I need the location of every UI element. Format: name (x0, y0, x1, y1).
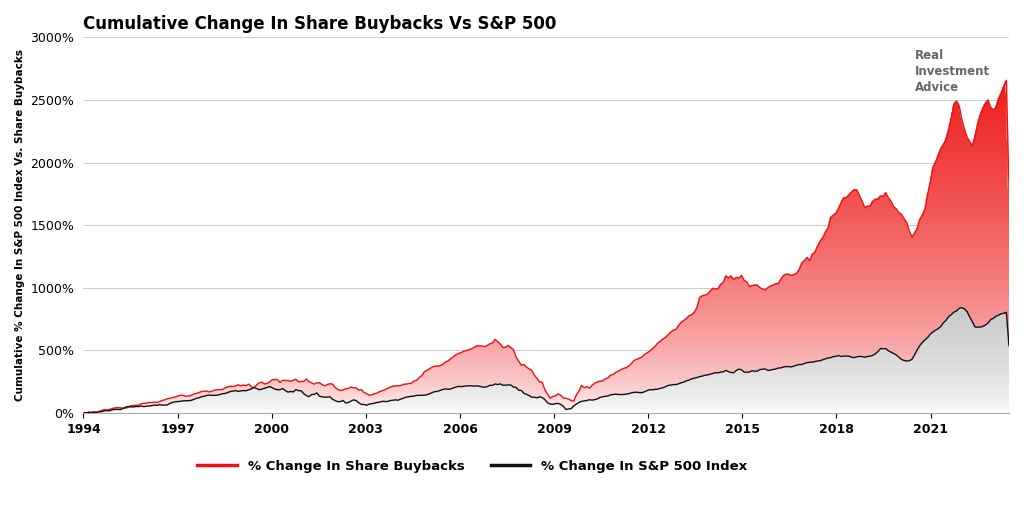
Y-axis label: Cumulative % Change In S&P 500 Index Vs. Share Buybacks: Cumulative % Change In S&P 500 Index Vs.… (15, 49, 25, 401)
Text: Real
Investment
Advice: Real Investment Advice (915, 49, 990, 93)
Legend: % Change In Share Buybacks, % Change In S&P 500 Index: % Change In Share Buybacks, % Change In … (193, 455, 753, 478)
Text: Cumulative Change In Share Buybacks Vs S&P 500: Cumulative Change In Share Buybacks Vs S… (84, 15, 557, 33)
